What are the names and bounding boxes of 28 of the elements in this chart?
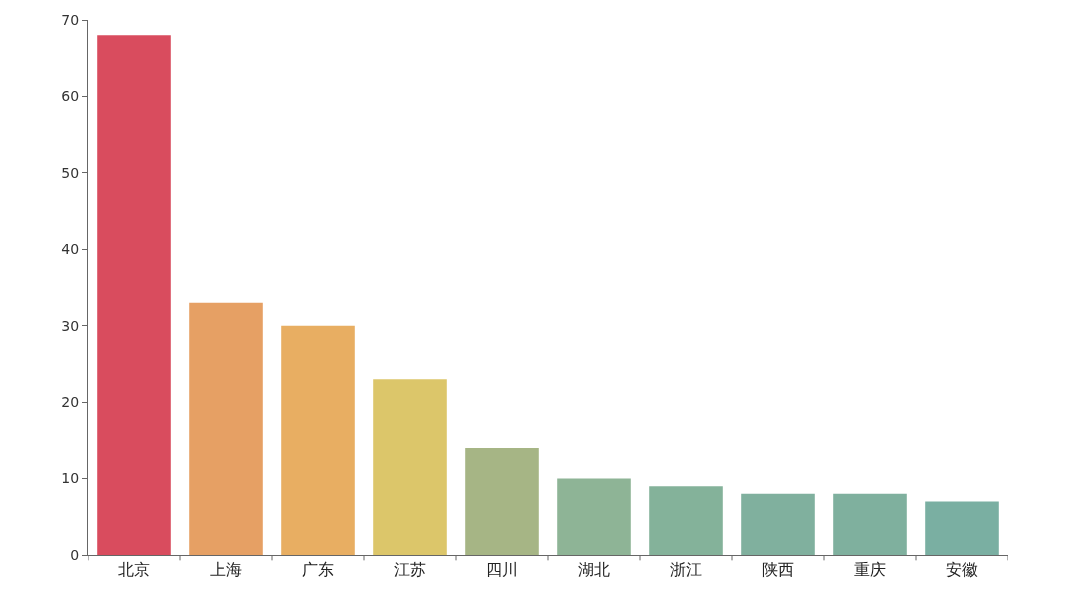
x-tick-label: 四川 [486,560,518,580]
bar [557,478,631,555]
x-tick-label: 湖北 [578,560,610,580]
bar [833,493,907,555]
bar [189,302,263,555]
x-tick-label: 江苏 [394,560,426,580]
bar [97,35,171,555]
x-tick-label: 广东 [302,560,334,580]
bar [741,493,815,555]
x-tick-label: 安徽 [946,560,978,580]
x-tick-label: 上海 [210,560,242,580]
x-tick-label: 浙江 [670,560,702,580]
y-tick-label: 0 [70,546,80,563]
y-tick-label: 30 [61,317,80,334]
x-tick-label: 北京 [118,560,150,580]
bar [373,379,447,555]
y-tick-label: 40 [61,241,80,258]
y-tick-label: 10 [61,470,80,487]
x-tick-label: 陕西 [762,560,794,580]
bar [281,325,355,555]
bar [649,486,723,555]
y-tick-label: 20 [61,394,80,411]
bar [925,501,999,555]
y-tick-label: 50 [61,164,80,181]
bar [465,448,539,555]
y-tick-label: 60 [61,88,80,105]
y-tick-label: 70 [61,11,80,28]
x-tick-label: 重庆 [854,560,886,580]
